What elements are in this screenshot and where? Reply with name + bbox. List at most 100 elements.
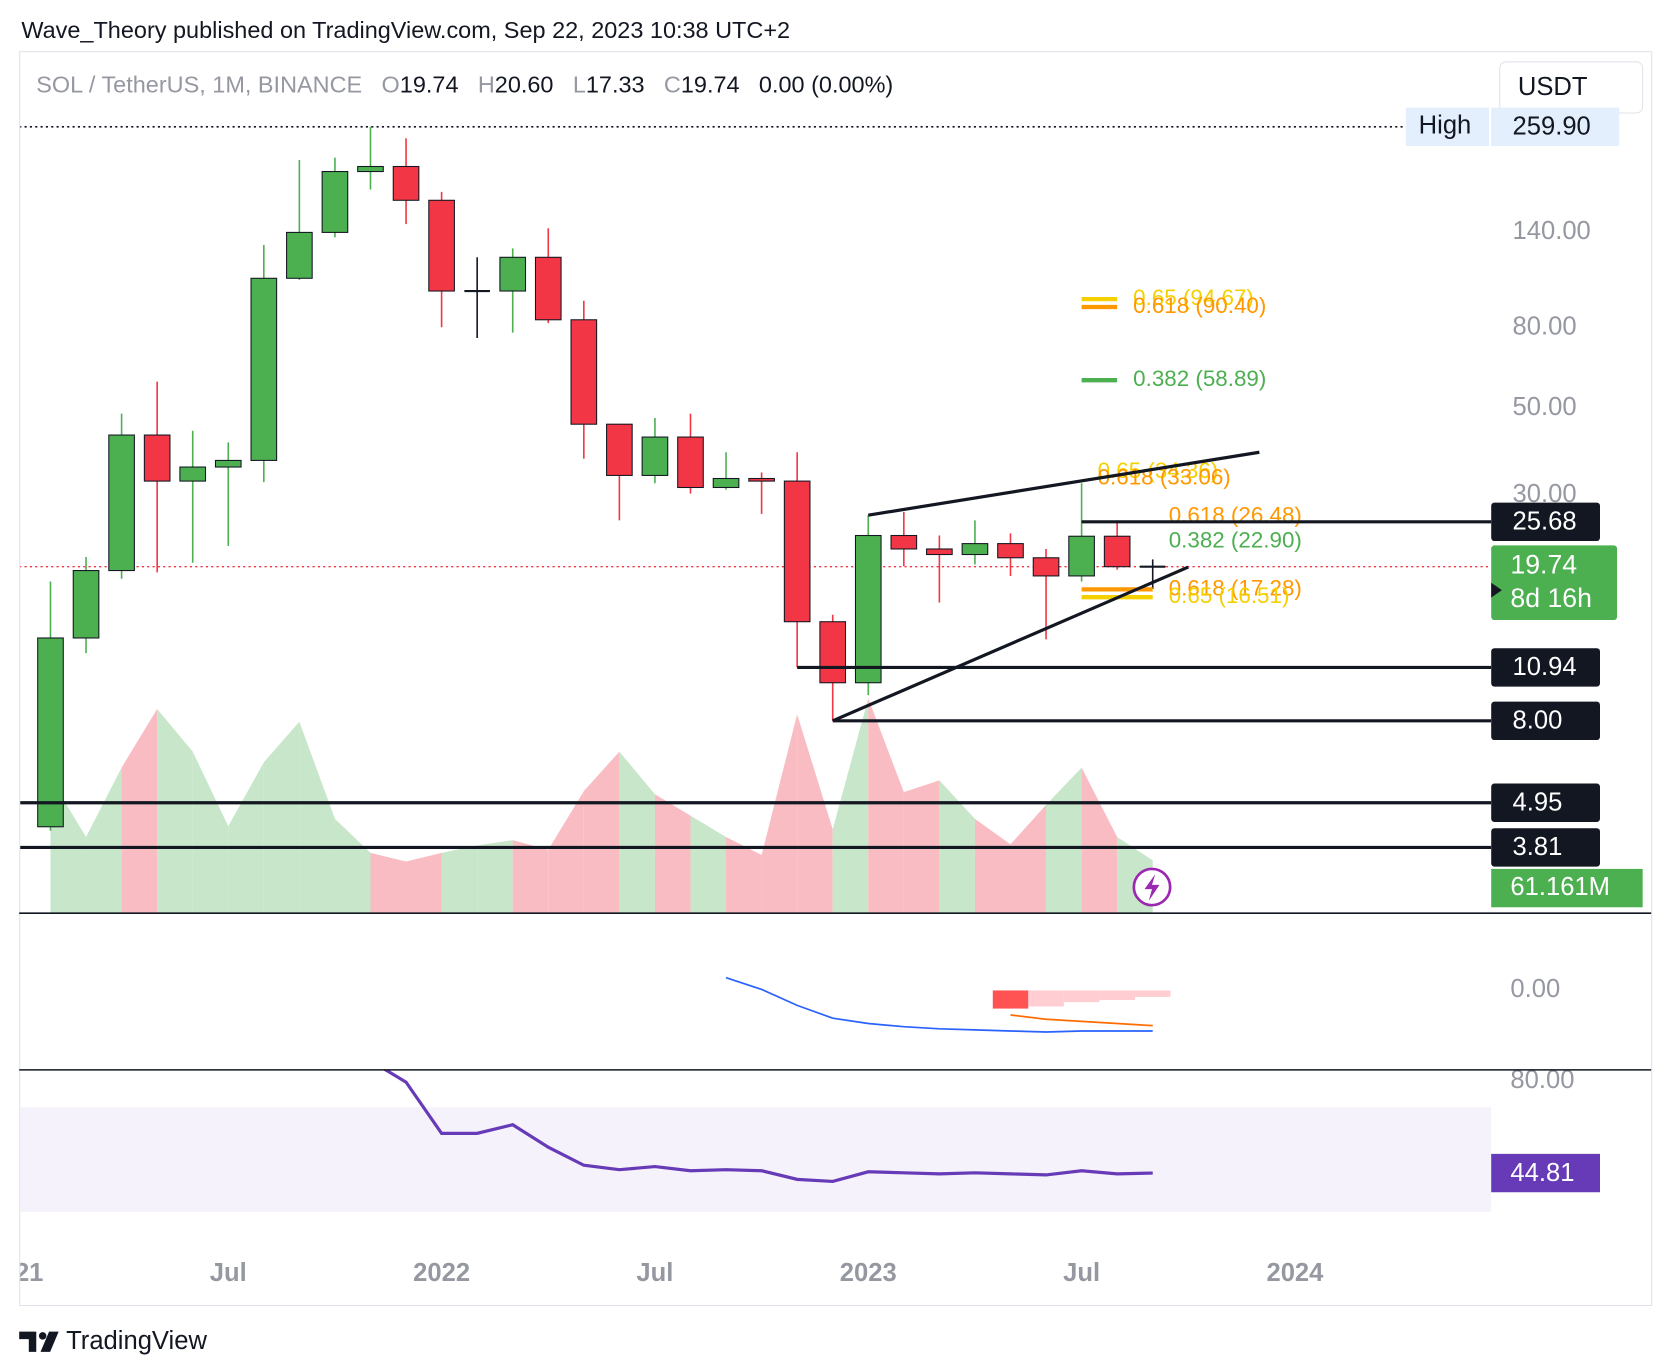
- trendline: [832, 565, 1189, 723]
- candle-body: [783, 480, 811, 623]
- volume-area: [157, 708, 193, 913]
- candle-body: [179, 466, 207, 482]
- badges: 25.68 10.94 8.00 4.95 3.81 High 259.90 19.748d …: [1405, 107, 1643, 1193]
- volume-area: [583, 751, 620, 913]
- candle-body: [819, 621, 847, 684]
- macd-histogram-bar: [1135, 990, 1171, 997]
- fib-label: 0.65 (94.67): [1133, 285, 1254, 310]
- y-tick-label: 80.00: [1513, 313, 1577, 341]
- rsi-line: [383, 1070, 1153, 1184]
- level-badge: [1491, 701, 1600, 741]
- ohlc-value: 19.74: [681, 72, 740, 98]
- volume-area: [868, 698, 904, 913]
- level-badge: [1491, 828, 1600, 867]
- level-badge: [1491, 648, 1600, 687]
- candle-body: [250, 277, 278, 461]
- candle-body: [748, 477, 775, 482]
- candle-body: [392, 165, 420, 201]
- macd-histogram-bar: [1028, 990, 1064, 1007]
- macd-line: [725, 976, 1153, 1033]
- candle-body: [961, 543, 989, 556]
- volume-area: [548, 791, 584, 913]
- volume-area: [370, 852, 407, 913]
- candle-body: [534, 256, 562, 321]
- volume-area: [761, 714, 798, 913]
- candle-body: [926, 548, 953, 556]
- volume-area: [974, 818, 1011, 913]
- rsi-pane: [20, 1070, 1492, 1212]
- candle-body: [677, 436, 704, 489]
- last-price-label: 19.74: [1510, 550, 1577, 580]
- volume-area: [690, 815, 727, 913]
- ohlc-key: C: [664, 72, 681, 98]
- currency-label[interactable]: USDT: [1518, 73, 1588, 101]
- candle-body: [72, 570, 100, 639]
- candle-body: [641, 436, 669, 476]
- brand-name: TradingView: [66, 1327, 207, 1355]
- candle-body: [286, 231, 313, 279]
- candle-body: [143, 434, 171, 482]
- macd-histogram-bar: [1063, 990, 1100, 1003]
- y-tick-label: 50.00: [1513, 393, 1577, 421]
- volume-area: [441, 845, 478, 913]
- time-axis: 2021 Jul 2022 Jul 2023 Jul 2024: [0, 1259, 1324, 1287]
- ohlc-key: L: [573, 72, 586, 98]
- level-badge: [1491, 783, 1600, 822]
- alert-icon[interactable]: [1132, 867, 1172, 907]
- ohlc-key: H: [478, 72, 495, 98]
- candle-body: [1103, 535, 1131, 568]
- alert-bolt[interactable]: [1144, 874, 1160, 901]
- rsi-band: [20, 1107, 1492, 1212]
- volume-area: [299, 721, 335, 913]
- high-tag: [1405, 107, 1490, 147]
- candle-body: [428, 199, 455, 292]
- volume-area: [832, 698, 869, 913]
- x-tick-label: Jul: [210, 1259, 247, 1287]
- volume-badge: [1491, 868, 1643, 908]
- candle-body: [997, 543, 1024, 559]
- x-tick-label: Jul: [636, 1259, 673, 1287]
- price-pane: 0.65 (94.67)0.618 (90.40) 0.382 (58.89) 0.…: [20, 126, 1492, 913]
- macd-pane: [725, 976, 1171, 1033]
- x-tick-label: 2023: [840, 1259, 897, 1287]
- volume-area: [1010, 804, 1047, 913]
- rsi-badge: [1491, 1153, 1600, 1193]
- trendline: [868, 450, 1260, 517]
- ohlc-value: 17.33: [586, 72, 645, 98]
- volume-label: 61.161M: [1510, 873, 1610, 901]
- countdown: 8d 16h: [1510, 583, 1592, 613]
- legend: SOL / TetherUS, 1M, BINANCE O19.74 H20.6…: [36, 72, 893, 98]
- candle-body: [570, 319, 598, 425]
- level-label: 4.95: [1513, 789, 1563, 817]
- fib-label: 0.618 (26.48): [1169, 503, 1302, 528]
- publish-title: Wave_Theory published on TradingView.com…: [21, 17, 790, 43]
- ohlc-value: 19.74: [400, 72, 459, 98]
- volume-area: [121, 708, 158, 913]
- macd-tick-label: 0.00: [1510, 975, 1560, 1003]
- high-value: 259.90: [1513, 113, 1591, 141]
- volume-area: [797, 714, 833, 913]
- volume-area: [406, 852, 442, 913]
- candle-body: [108, 434, 135, 572]
- x-tick-label: 2024: [1266, 1259, 1324, 1287]
- x-tick-label: 2021: [0, 1259, 43, 1287]
- logo-shape: [38, 1332, 47, 1340]
- y-tick-label: 140.00: [1513, 217, 1591, 245]
- currency-button[interactable]: USDT: [1499, 61, 1644, 114]
- fib-label: 0.382 (22.90): [1169, 527, 1302, 552]
- macd-histogram-bar: [992, 990, 1029, 1009]
- level-badge: [1491, 502, 1600, 542]
- volume-area: [726, 836, 762, 913]
- logo-shape: [19, 1331, 37, 1352]
- candle-body: [321, 171, 349, 233]
- volume-area: [334, 818, 371, 913]
- rsi-label: 44.81: [1510, 1159, 1574, 1187]
- level-label: 25.68: [1513, 508, 1577, 536]
- candle-body: [1068, 535, 1095, 577]
- macd-histogram-bar: [1099, 990, 1135, 1001]
- candle-body: [499, 256, 527, 292]
- x-tick-label: 2022: [413, 1259, 470, 1287]
- change: 0.00 (0.00%): [759, 72, 893, 98]
- level-label: 3.81: [1513, 833, 1563, 861]
